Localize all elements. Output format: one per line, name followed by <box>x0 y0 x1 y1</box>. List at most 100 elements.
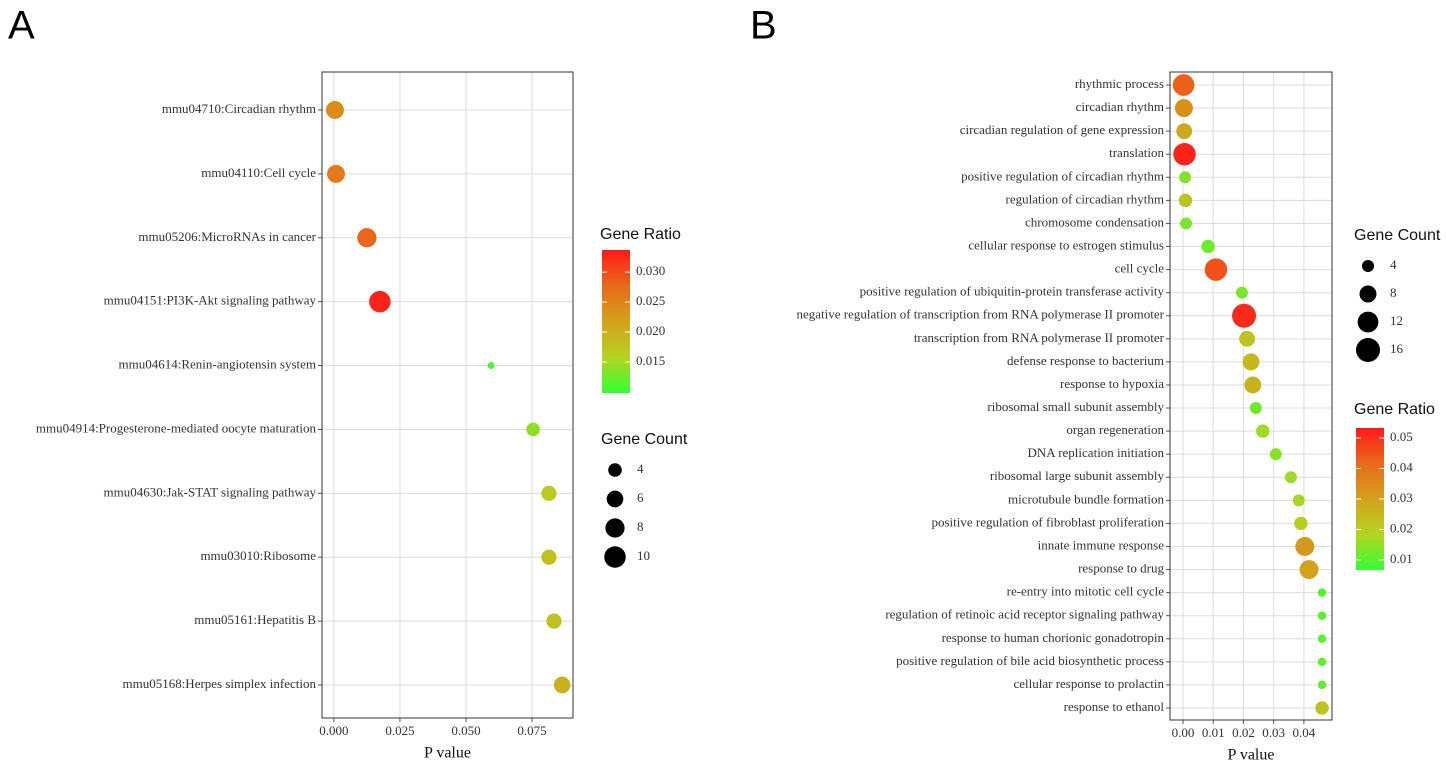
panel-label: A <box>8 4 35 48</box>
bubble <box>1239 330 1256 347</box>
bubble <box>1317 588 1327 597</box>
color-tick-label: 0.025 <box>636 293 665 308</box>
size-key <box>1357 311 1379 333</box>
size-key-label: 6 <box>637 490 644 505</box>
size-key <box>1362 260 1374 272</box>
x-tick-label: 0.025 <box>385 723 414 738</box>
color-tick-label: 0.05 <box>1390 429 1413 444</box>
y-tick-label: circadian regulation of gene expression <box>960 122 1165 137</box>
y-tick-label: regulation of retinoic acid receptor sig… <box>885 607 1164 622</box>
color-bar <box>602 250 630 393</box>
bubble <box>553 676 571 694</box>
bubble <box>546 613 562 629</box>
x-tick-label: 0.02 <box>1232 725 1255 740</box>
size-key-label: 16 <box>1390 341 1404 356</box>
y-tick-label: mmu04710:Circadian rhythm <box>162 101 316 116</box>
x-tick-label: 0.00 <box>1172 725 1195 740</box>
bubble <box>1244 376 1262 394</box>
bubble <box>1172 74 1195 96</box>
y-tick-label: positive regulation of circadian rhythm <box>961 168 1164 183</box>
size-key <box>605 518 625 538</box>
bubble <box>1292 494 1305 507</box>
x-axis-label: P value <box>424 745 471 762</box>
y-tick-label: cellular response to prolactin <box>1013 676 1164 691</box>
bubble <box>1242 353 1260 371</box>
bubble <box>1178 193 1193 208</box>
y-tick-label: rhythmic process <box>1075 76 1164 91</box>
y-tick-label: cell cycle <box>1115 261 1165 276</box>
bubble <box>1204 258 1228 281</box>
bubble <box>1317 611 1327 620</box>
color-tick-label: 0.03 <box>1390 490 1413 505</box>
bubble <box>526 422 540 437</box>
bubble <box>1317 657 1327 667</box>
x-tick-label: 0.04 <box>1293 725 1316 740</box>
x-tick-label: 0.000 <box>319 723 348 738</box>
y-tick-label: mmu05168:Herpes simplex infection <box>122 676 316 691</box>
y-tick-label: mmu04914:Progesterone-mediated oocyte ma… <box>36 420 317 435</box>
bubble <box>1317 680 1327 690</box>
legend-title: Gene Count <box>1354 227 1441 244</box>
bubble <box>1174 99 1193 118</box>
y-tick-label: innate immune response <box>1038 537 1165 552</box>
color-tick-label: 0.020 <box>636 323 665 338</box>
size-key-label: 4 <box>1390 257 1397 272</box>
bubble <box>369 290 391 313</box>
size-key-label: 8 <box>637 519 644 534</box>
bubble <box>1294 516 1308 531</box>
y-tick-label: defense response to bacterium <box>1007 353 1164 368</box>
size-key <box>604 546 626 568</box>
y-tick-label: translation <box>1109 145 1164 160</box>
y-tick-label: mmu03010:Ribosome <box>200 548 316 563</box>
bubble <box>1249 402 1262 415</box>
plot-border <box>321 71 574 719</box>
bubble <box>1180 217 1193 230</box>
y-tick-label: microtubule bundle formation <box>1008 491 1164 506</box>
color-tick-label: 0.04 <box>1390 460 1413 475</box>
bubble <box>1295 536 1315 556</box>
bubble <box>1317 634 1327 644</box>
bubble <box>1176 123 1193 140</box>
plot-area <box>1170 72 1332 720</box>
y-tick-label: circadian rhythm <box>1076 99 1164 114</box>
size-key-label: 10 <box>637 548 650 563</box>
bubble <box>325 101 344 119</box>
y-tick-label: ribosomal small subunit assembly <box>987 399 1164 414</box>
bubble <box>1201 239 1215 254</box>
legend-title: Gene Ratio <box>600 226 681 243</box>
x-tick-label: 0.01 <box>1202 725 1225 740</box>
size-key-label: 12 <box>1390 313 1403 328</box>
y-tick-label: positive regulation of bile acid biosynt… <box>896 653 1164 668</box>
color-tick-label: 0.01 <box>1390 551 1413 566</box>
y-tick-label: mmu04614:Renin-angiotensin system <box>118 357 316 372</box>
y-tick-label: cellular response to estrogen stimulus <box>968 238 1164 253</box>
y-tick-label: response to drug <box>1078 561 1164 576</box>
bubble <box>327 164 345 183</box>
plot-border <box>1169 71 1333 721</box>
bubble <box>1299 560 1319 580</box>
size-key <box>1356 338 1380 362</box>
y-tick-label: ribosomal large subunit assembly <box>990 468 1165 483</box>
y-tick-label: transcription from RNA polymerase II pro… <box>914 330 1165 345</box>
bubble <box>1179 171 1192 184</box>
legend-title: Gene Ratio <box>1354 401 1435 418</box>
legend-title: Gene Count <box>601 431 688 448</box>
y-tick-label: re-entry into mitotic cell cycle <box>1007 584 1165 599</box>
y-tick-label: mmu04630:Jak-STAT signaling pathway <box>104 484 317 499</box>
y-tick-label: regulation of circadian rhythm <box>1006 191 1164 206</box>
color-tick-label: 0.015 <box>636 353 665 368</box>
y-tick-label: positive regulation of fibroblast prolif… <box>932 514 1165 529</box>
size-key <box>608 463 622 477</box>
y-tick-label: negative regulation of transcription fro… <box>796 307 1164 322</box>
y-tick-label: DNA replication initiation <box>1028 445 1165 460</box>
bubble <box>1284 471 1297 484</box>
bubble <box>487 362 495 369</box>
y-tick-label: positive regulation of ubiquitin-protein… <box>860 284 1165 299</box>
y-tick-label: mmu04151:PI3K-Akt signaling pathway <box>104 293 317 308</box>
y-tick-label: response to human chorionic gonadotropin <box>942 630 1165 645</box>
bubble <box>541 485 557 501</box>
y-tick-label: response to hypoxia <box>1060 376 1164 391</box>
plot-area <box>322 72 573 718</box>
bubble <box>357 228 377 248</box>
